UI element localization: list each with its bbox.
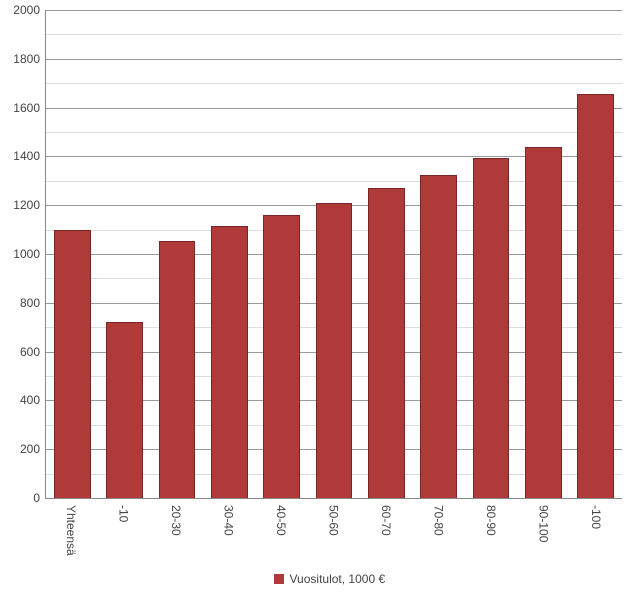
x-label-slot: 60-70 — [360, 499, 412, 556]
bar — [577, 94, 614, 498]
x-label-slot: 40-50 — [255, 499, 307, 556]
bars-group — [46, 10, 622, 498]
x-tick-label: 80-90 — [484, 499, 498, 556]
x-label-slot: 30-40 — [202, 499, 254, 556]
legend-label: Vuositulot, 1000 € — [290, 572, 386, 586]
legend-swatch — [274, 574, 284, 584]
bar — [473, 158, 510, 498]
legend: Vuositulot, 1000 € — [274, 572, 386, 586]
x-tick-label: 50-60 — [326, 499, 340, 556]
x-label-slot: 70-80 — [412, 499, 464, 556]
x-label-slot: 90-100 — [517, 499, 569, 556]
bar — [525, 147, 562, 498]
bar — [54, 230, 91, 498]
bar-slot — [46, 10, 98, 498]
bar — [211, 226, 248, 498]
bar-slot — [360, 10, 412, 498]
bar — [263, 215, 300, 498]
x-tick-label: 60-70 — [379, 499, 393, 556]
chart-container: 0200400600800100012001400160018002000 Yh… — [0, 0, 637, 594]
bar — [420, 175, 457, 498]
x-label-slot: -10 — [97, 499, 149, 556]
x-tick-label: 70-80 — [431, 499, 445, 556]
x-label-slot: 50-60 — [307, 499, 359, 556]
bar-slot — [517, 10, 569, 498]
x-tick-label: 30-40 — [222, 499, 236, 556]
x-tick-label: -10 — [117, 499, 131, 556]
y-tick-label: 800 — [20, 296, 46, 310]
x-tick-label: Yhteensä — [64, 499, 78, 556]
x-tick-label: 20-30 — [169, 499, 183, 556]
y-tick-label: 1000 — [13, 247, 46, 261]
bar-slot — [465, 10, 517, 498]
bar — [159, 241, 196, 498]
x-label-slot: Yhteensä — [45, 499, 97, 556]
bar-slot — [570, 10, 622, 498]
x-tick-label: -100 — [589, 499, 603, 556]
y-tick-label: 2000 — [13, 3, 46, 17]
x-label-slot: -100 — [570, 499, 622, 556]
x-axis-labels: Yhteensä -10 20-30 30-40 40-50 50-60 60-70 70-8… — [45, 499, 622, 556]
y-tick-label: 400 — [20, 393, 46, 407]
bar-slot — [308, 10, 360, 498]
y-tick-label: 1400 — [13, 149, 46, 163]
y-tick-label: 1200 — [13, 198, 46, 212]
x-label-slot: 80-90 — [465, 499, 517, 556]
plot-area: 0200400600800100012001400160018002000 — [45, 10, 622, 499]
x-label-slot: 20-30 — [150, 499, 202, 556]
bar — [368, 188, 405, 498]
bar-slot — [203, 10, 255, 498]
y-tick-label: 1600 — [13, 101, 46, 115]
bar-slot — [255, 10, 307, 498]
bar-slot — [413, 10, 465, 498]
bar-slot — [151, 10, 203, 498]
x-tick-label: 90-100 — [536, 499, 550, 556]
y-tick-label: 1800 — [13, 52, 46, 66]
bar — [106, 322, 143, 498]
y-tick-label: 200 — [20, 442, 46, 456]
bar-slot — [98, 10, 150, 498]
y-tick-label: 600 — [20, 345, 46, 359]
x-tick-label: 40-50 — [274, 499, 288, 556]
bar — [316, 203, 353, 498]
